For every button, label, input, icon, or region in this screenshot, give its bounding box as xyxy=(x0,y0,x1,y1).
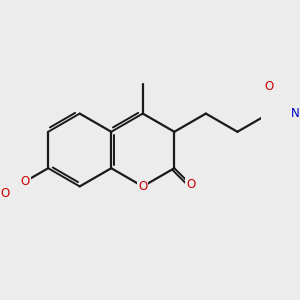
Text: O: O xyxy=(21,175,30,188)
Text: O: O xyxy=(186,178,195,191)
Text: O: O xyxy=(138,180,147,193)
Text: O: O xyxy=(264,80,274,93)
Text: N: N xyxy=(291,107,299,120)
Text: O: O xyxy=(0,187,10,200)
